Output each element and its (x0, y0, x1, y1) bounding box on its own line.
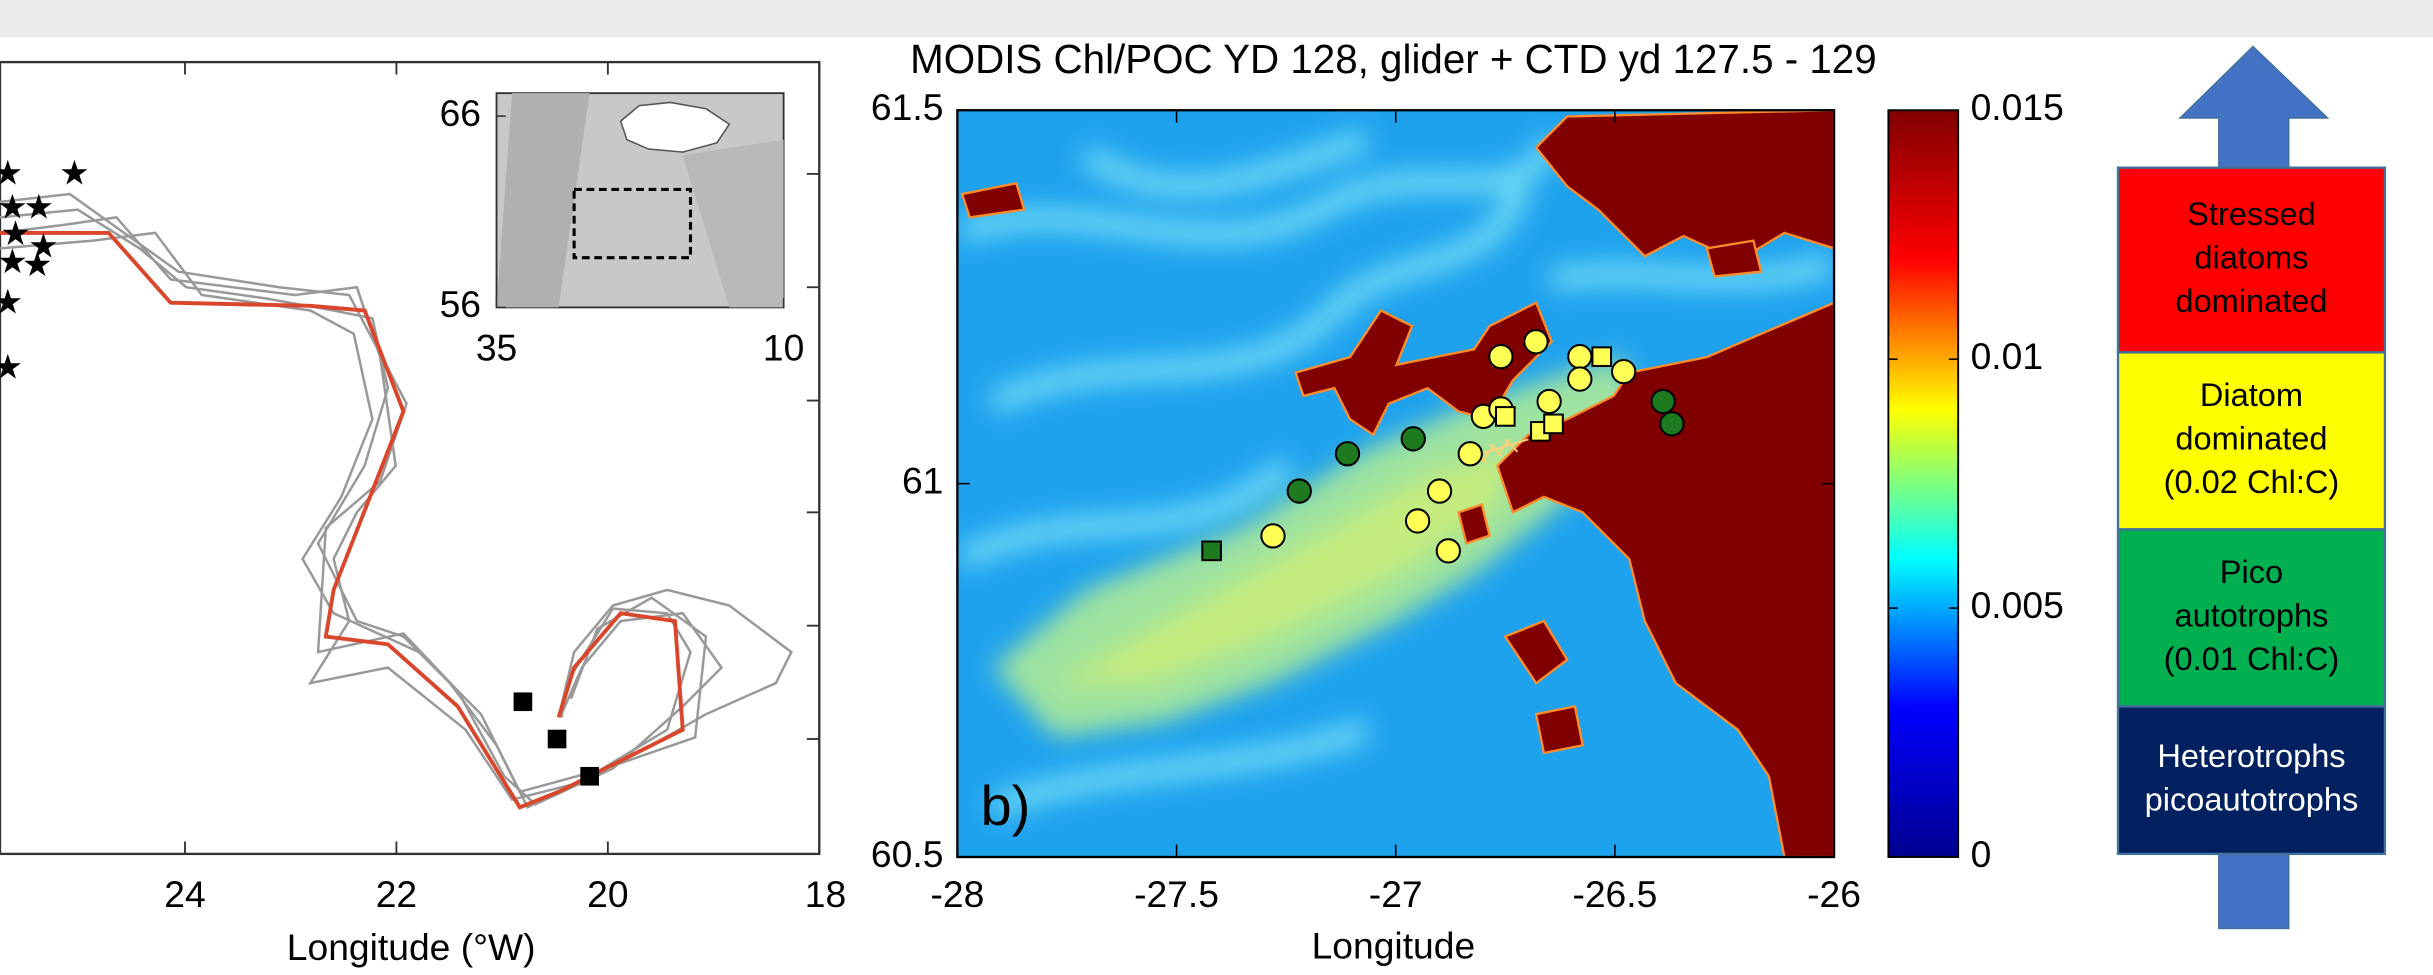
mean-track (0, 230, 685, 810)
star: ★ (22, 246, 53, 284)
star: ★ (0, 215, 31, 253)
inset-x-tick-label: 10 (763, 327, 804, 369)
y-tick-label: 61.5 (871, 86, 943, 128)
y-tick-label: 60.5 (871, 833, 943, 875)
point (1286, 478, 1312, 504)
plume-core (1055, 450, 1521, 684)
study-box (572, 187, 693, 260)
high-ratio (960, 110, 1835, 858)
inset-depth (496, 93, 590, 308)
legend-box-text: Diatom (2200, 376, 2303, 413)
x-tick-label: 18 (805, 873, 846, 915)
star: ★ (59, 154, 90, 192)
point (1536, 388, 1562, 415)
point (1334, 441, 1361, 467)
square-marker (513, 692, 533, 712)
point (1523, 329, 1549, 355)
star: ★ (23, 189, 54, 227)
legend-box (2116, 528, 2387, 708)
arrow-shaft (2218, 853, 2290, 930)
legend-box-text: Heterotrophs (2157, 737, 2345, 774)
x-axis-label: Longitude (1312, 924, 1476, 966)
inset-y-tick-label: 56 (440, 283, 481, 325)
point (1404, 508, 1431, 534)
glider-tracks (0, 192, 793, 809)
top-band (0, 0, 2433, 38)
point (1488, 344, 1514, 370)
legend-box-text: picoautotrophs (2145, 780, 2359, 817)
colorbar-tick-label: 0.015 (1971, 86, 2064, 128)
point (1457, 441, 1483, 467)
point (1567, 366, 1593, 392)
x-tick-label: 24 (164, 873, 205, 915)
legend-box-text: diatoms (2194, 239, 2308, 276)
star: ★ (0, 189, 28, 227)
star: ★ (0, 349, 23, 387)
x-tick-label: 20 (587, 873, 628, 915)
point (1659, 411, 1685, 437)
point (1260, 523, 1286, 549)
point (1426, 478, 1453, 504)
colorbar-tick-label: 0.005 (1971, 584, 2064, 626)
chl-poc-field (957, 110, 1835, 858)
point (1435, 538, 1461, 564)
square-marker (547, 729, 567, 749)
map-title: MODIS Chl/POC YD 128, glider + CTD yd 12… (910, 36, 1877, 82)
point (1591, 346, 1613, 367)
point (1543, 413, 1564, 435)
legend-box-text: Pico (2220, 553, 2283, 590)
up-arrow (2178, 45, 2330, 169)
legend-box-text: dominated (2175, 282, 2327, 319)
legend-box (2116, 166, 2387, 354)
legend-diagram (2178, 45, 2330, 930)
inset-depth (682, 139, 784, 308)
ctd-stars: ★ ★ ★ ★ ★ ★ ★ ★ ★ ★ (0, 154, 90, 386)
star: ★ (0, 154, 23, 192)
y-tick-label: 61 (902, 459, 943, 501)
legend-box-text: (0.02 Chl:C) (2164, 463, 2340, 500)
star: ★ (0, 283, 23, 321)
star: ★ (0, 243, 28, 281)
panel-label: b) (981, 774, 1031, 837)
legend-box-text: dominated (2175, 420, 2327, 457)
point (1201, 540, 1222, 562)
point (1494, 406, 1516, 427)
colorbar (1887, 109, 1960, 858)
inset-x-tick-label: 35 (476, 327, 517, 369)
point (1567, 344, 1593, 370)
x-tick-label: -27.5 (1134, 873, 1219, 915)
square-marker (580, 766, 599, 786)
map-panel: MODIS Chl/POC YD 128, glider + CTD yd 12… (287, 36, 1960, 968)
x-tick-label: -26 (1807, 873, 1861, 915)
x-tick-label: -26.5 (1572, 873, 1657, 915)
x-tick-label: -28 (930, 873, 984, 915)
point (1611, 358, 1637, 385)
left-panel: ★ ★ ★ ★ ★ ★ ★ ★ ★ ★ (0, 60, 821, 856)
colorbar-tick-label: 0 (1971, 833, 1992, 875)
x-axis-label: Longitude (°W) (287, 926, 536, 968)
field-swirls (957, 129, 1835, 818)
star: ★ (28, 227, 59, 265)
left-y-ticks (806, 172, 820, 740)
legend-box-text: autotrophs (2175, 597, 2329, 634)
inset-y-tick-label: 66 (440, 92, 481, 134)
point (1650, 388, 1676, 415)
point (1400, 426, 1426, 452)
legend-box-text: Stressed (2187, 195, 2316, 232)
colorbar-tick-label: 0.01 (1971, 335, 2043, 377)
legend-box (2116, 351, 2387, 531)
x-tick-label: 22 (376, 873, 417, 915)
legend-box-text: (0.01 Chl:C) (2164, 640, 2340, 677)
legend-box (2116, 705, 2387, 856)
x-tick-label: -27 (1369, 873, 1423, 915)
iceland (619, 101, 731, 153)
